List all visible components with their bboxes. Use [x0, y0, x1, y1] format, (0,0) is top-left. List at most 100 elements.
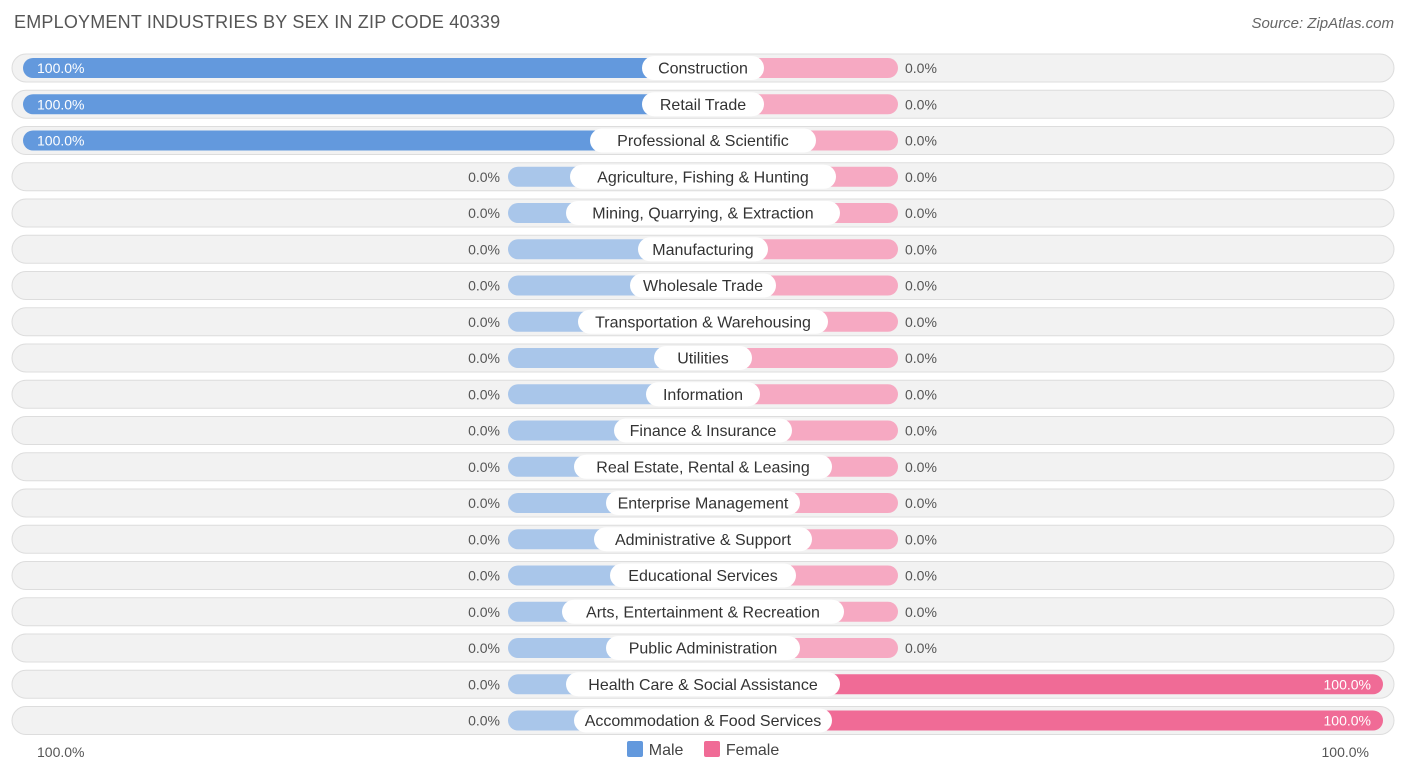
- category-label: Mining, Quarrying, & Extraction: [592, 206, 813, 223]
- category-label: Construction: [658, 61, 748, 78]
- category-label: Wholesale Trade: [643, 278, 763, 295]
- male-value-label: 0.0%: [468, 604, 500, 620]
- category-label-bg: [630, 273, 776, 298]
- category-label-bg: [574, 708, 832, 733]
- chart-row: Utilities 0.0% 0.0%: [11, 343, 1395, 373]
- category-label: Accommodation & Food Services: [585, 713, 822, 730]
- axis-left-label: 100.0%: [37, 744, 85, 760]
- category-label: Professional & Scientific: [617, 133, 789, 150]
- category-label-bg: [642, 92, 764, 117]
- category-label-bg: [606, 491, 800, 515]
- chart-row: Educational Services 0.0% 0.0%: [11, 561, 1395, 590]
- chart-row: Transportation & Warehousing 0.0% 0.0%: [11, 307, 1395, 337]
- chart-row: Agriculture, Fishing & Hunting 0.0% 0.0%: [11, 162, 1395, 192]
- category-label: Manufacturing: [652, 242, 753, 259]
- category-label-bg: [594, 527, 812, 552]
- chart-row: Wholesale Trade 0.0% 0.0%: [11, 271, 1395, 300]
- male-value-label: 0.0%: [468, 676, 500, 692]
- male-value-label: 0.0%: [468, 314, 500, 330]
- legend-swatch-male: [626, 741, 643, 757]
- category-label: Real Estate, Rental & Leasing: [596, 459, 809, 476]
- female-value-label: 0.0%: [905, 60, 937, 76]
- chart-row: Construction 100.0% 0.0%: [11, 53, 1395, 83]
- male-value-label: 100.0%: [37, 96, 84, 112]
- female-value-label: 100.0%: [1324, 676, 1371, 692]
- male-bar: [508, 348, 703, 368]
- category-label-bg: [562, 599, 844, 624]
- category-label: Retail Trade: [660, 97, 746, 114]
- male-value-label: 0.0%: [468, 495, 500, 511]
- male-value-label: 0.0%: [468, 640, 500, 656]
- male-value-label: 0.0%: [468, 459, 500, 475]
- category-label: Enterprise Management: [618, 496, 789, 513]
- chart-row: Professional & Scientific 100.0% 0.0%: [11, 126, 1395, 155]
- legend-item-male[interactable]: Male: [626, 741, 684, 760]
- category-label-bg: [578, 309, 828, 334]
- male-value-label: 0.0%: [468, 205, 500, 221]
- female-value-label: 0.0%: [905, 531, 937, 547]
- male-value-label: 0.0%: [468, 386, 500, 402]
- chart-row: Enterprise Management 0.0% 0.0%: [11, 488, 1395, 518]
- category-label-bg: [570, 164, 836, 189]
- source-label: Source: ZipAtlas.com: [1251, 15, 1394, 32]
- category-label: Agriculture, Fishing & Hunting: [597, 169, 809, 186]
- male-value-label: 100.0%: [37, 60, 84, 76]
- axis-right-label: 100.0%: [1321, 744, 1369, 760]
- chart-row: Mining, Quarrying, & Extraction 0.0% 0.0%: [11, 198, 1395, 228]
- chart-row: Administrative & Support 0.0% 0.0%: [11, 524, 1395, 554]
- male-bar: [23, 94, 703, 115]
- female-value-label: 0.0%: [905, 423, 937, 439]
- female-value-label: 0.0%: [905, 350, 937, 366]
- chart-row: Arts, Entertainment & Recreation 0.0% 0.0%: [11, 597, 1395, 627]
- category-label: Finance & Insurance: [630, 423, 777, 440]
- male-value-label: 0.0%: [468, 169, 500, 185]
- male-value-label: 0.0%: [468, 278, 500, 294]
- female-bar: [703, 710, 1383, 731]
- category-label-bg: [646, 382, 760, 407]
- female-value-label: 0.0%: [905, 495, 937, 511]
- female-value-label: 0.0%: [905, 604, 937, 620]
- male-value-label: 0.0%: [468, 531, 500, 547]
- female-value-label: 0.0%: [905, 278, 937, 294]
- male-bar: [23, 58, 703, 78]
- female-bar: [703, 674, 1383, 695]
- category-label: Public Administration: [629, 641, 778, 658]
- legend-label-male: Male: [648, 742, 684, 759]
- female-value-label: 0.0%: [905, 386, 937, 402]
- category-label-bg: [638, 237, 768, 262]
- legend-item-female[interactable]: Female: [703, 741, 780, 760]
- chart-row: Public Administration 0.0% 0.0%: [11, 633, 1395, 663]
- chart-row: Real Estate, Rental & Leasing 0.0% 0.0%: [11, 452, 1395, 482]
- female-value-label: 0.0%: [905, 459, 937, 475]
- female-value-label: 0.0%: [905, 205, 937, 221]
- category-label-bg: [610, 563, 796, 588]
- male-bar: [23, 130, 703, 151]
- legend-label-female: Female: [725, 742, 780, 759]
- male-value-label: 0.0%: [468, 241, 500, 257]
- female-value-label: 0.0%: [905, 241, 937, 257]
- female-bar: [703, 348, 898, 368]
- category-label-bg: [642, 56, 764, 80]
- chart-row: Finance & Insurance 0.0% 0.0%: [11, 416, 1395, 445]
- male-value-label: 0.0%: [468, 350, 500, 366]
- category-label-bg: [590, 128, 816, 153]
- category-label: Arts, Entertainment & Recreation: [586, 604, 820, 621]
- male-value-label: 0.0%: [468, 568, 500, 584]
- female-value-label: 0.0%: [905, 133, 937, 149]
- category-label-bg: [654, 346, 752, 370]
- category-label-bg: [606, 636, 800, 660]
- chart-row: Health Care & Social Assistance 0.0% 100.0…: [11, 669, 1395, 699]
- category-label: Administrative & Support: [615, 532, 792, 549]
- category-label-bg: [566, 201, 840, 225]
- female-value-label: 0.0%: [905, 640, 937, 656]
- legend-swatch-female: [703, 741, 720, 757]
- chart-row: Retail Trade 100.0% 0.0%: [11, 89, 1395, 119]
- chart-row: Manufacturing 0.0% 0.0%: [11, 234, 1395, 264]
- male-value-label: 0.0%: [468, 423, 500, 439]
- bar-chart: Construction 100.0% 0.0% Retail Trade 100.0%…: [11, 53, 1395, 735]
- female-value-label: 0.0%: [905, 169, 937, 185]
- chart-row: Information 0.0% 0.0%: [11, 379, 1395, 409]
- female-value-label: 0.0%: [905, 314, 937, 330]
- legend: Male Female: [0, 741, 1406, 760]
- category-label: Information: [663, 387, 743, 404]
